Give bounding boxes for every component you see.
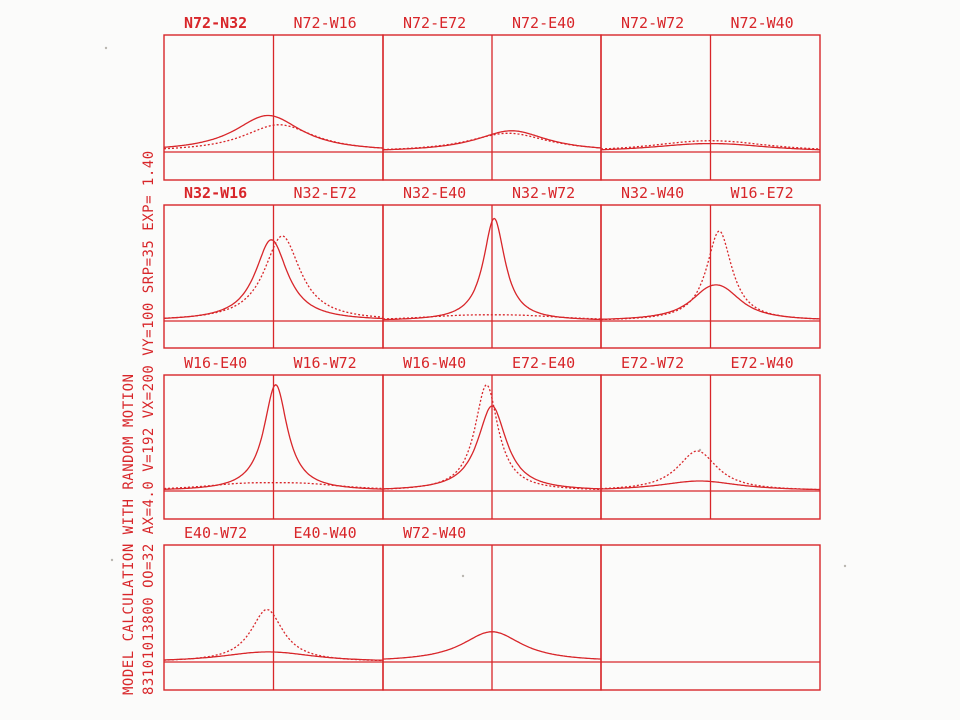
panel-label-left: N32-E40 <box>403 184 466 202</box>
panel-label-left: E72-W72 <box>621 354 684 372</box>
speck <box>461 574 465 578</box>
panel-r4c2: W72-W40 <box>382 524 602 691</box>
series-dotted <box>600 140 821 150</box>
panel-frame <box>600 544 821 691</box>
speck <box>110 558 114 562</box>
panel-label-left: N32-W40 <box>621 184 684 202</box>
speck <box>698 448 702 452</box>
panel-label-left: N72-W72 <box>621 14 684 32</box>
caption-line-1: MODEL CALCULATION WITH RANDOM MOTION <box>121 374 137 695</box>
caption-line-2: 83101013800 OO=32 AX=4.0 V=192 VX=200 VY… <box>141 150 157 695</box>
panel-r3c1: W16-E40 W16-W72 <box>163 354 384 520</box>
panel-label-right: E40-W40 <box>294 524 357 542</box>
panel-label-left: W16-E40 <box>184 354 247 372</box>
panel-r4c3 <box>600 544 821 691</box>
panel-label-right: N32-W72 <box>512 184 575 202</box>
panel-grid: N72-N32 N72-W16 N72-E72 N72-E40 N72-W72 N72-W… <box>163 14 821 691</box>
series-dotted <box>601 230 821 321</box>
panel-r1c1: N72-N32 N72-W16 <box>163 14 384 181</box>
panel-label-left: W16-W40 <box>403 354 466 372</box>
speck <box>104 46 108 50</box>
panel-r4c1: E40-W72 E40-W40 <box>163 524 384 691</box>
panel-label-right: W16-E72 <box>731 184 794 202</box>
panel-r2c1: N32-W16 N32-E72 <box>163 184 384 349</box>
panel-label-right: N32-E72 <box>294 184 357 202</box>
series-dotted <box>164 124 384 150</box>
speck <box>843 564 847 568</box>
panel-label-left: N72-E72 <box>403 14 466 32</box>
series-solid <box>601 142 820 151</box>
panel-r3c2: W16-W40 E72-E40 <box>382 354 602 520</box>
panel-r1c2: N72-E72 N72-E40 <box>382 14 602 181</box>
sidebar-caption: MODEL CALCULATION WITH RANDOM MOTION 831… <box>121 150 157 695</box>
panel-r2c3: N32-W40 W16-E72 <box>600 184 821 349</box>
panel-label-left: N72-N32 <box>184 14 247 32</box>
series-dotted <box>163 235 384 319</box>
panel-label-right: N72-W16 <box>294 14 357 32</box>
panel-r2c2: N32-E40 N32-W72 <box>382 184 602 349</box>
panel-label-left: W72-W40 <box>403 524 466 542</box>
panel-label-right: E72-E40 <box>512 354 575 372</box>
series-dotted <box>164 608 383 662</box>
series-solid <box>164 384 384 490</box>
panel-label-right: W16-W72 <box>294 354 357 372</box>
panel-label-left: N32-W16 <box>184 184 247 202</box>
series-dotted <box>383 384 601 491</box>
series-dotted <box>164 482 383 490</box>
panel-label-right: E72-W40 <box>731 354 794 372</box>
panel-r1c3: N72-W72 N72-W40 <box>600 14 821 181</box>
panel-label-right: N72-W40 <box>731 14 794 32</box>
series-solid <box>382 631 602 660</box>
panel-label-left: E40-W72 <box>184 524 247 542</box>
paper-specks <box>104 46 847 578</box>
panel-label-right: N72-E40 <box>512 14 575 32</box>
series-dotted <box>382 314 602 320</box>
series-dotted <box>383 132 602 151</box>
series-dotted <box>601 450 820 491</box>
panel-r3c3: E72-W72 E72-W40 <box>600 354 821 520</box>
